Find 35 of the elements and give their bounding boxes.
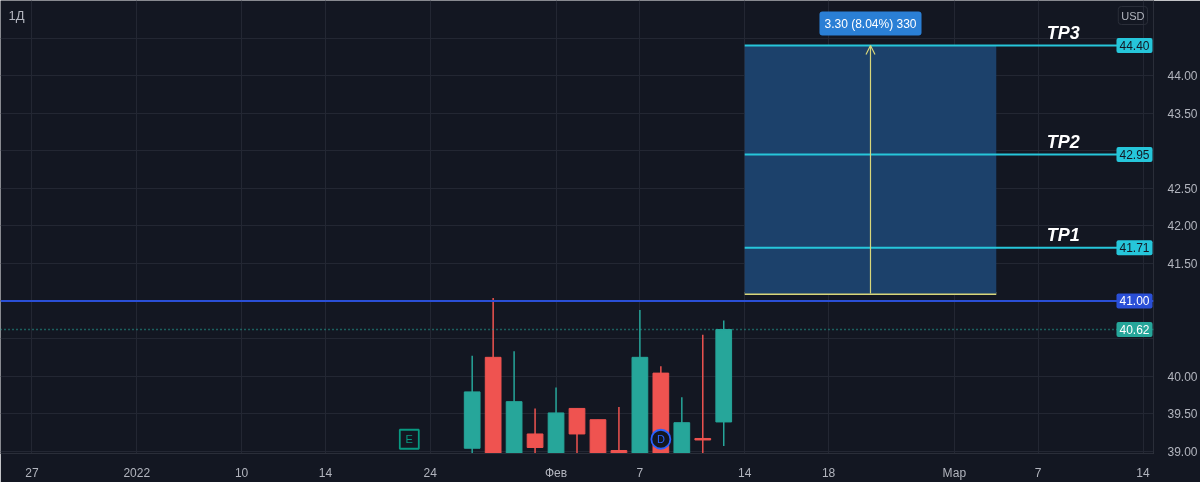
x-tick-label: 7 [636,465,644,480]
y-tick-label: 39.50 [1167,407,1198,422]
text: 1Д [8,7,25,23]
data-label: 42.95 [1119,148,1150,162]
x-tick-label: 14 [1136,465,1151,480]
data-label: E [405,433,413,446]
y-tick-label: 42.00 [1167,219,1198,234]
candlestick [526,407,544,454]
x-tick-label: Мар [942,465,967,480]
y-axis-title: USD [1121,9,1145,22]
ref-line-label: 40.62 [1119,323,1150,338]
series-label: TP1 [1046,224,1080,245]
x-tick-label: 10 [234,465,249,480]
y-tick-label: 39.00 [1167,444,1198,459]
y-tick-label: 44.00 [1167,69,1198,84]
x-tick-label: 7 [1034,465,1042,480]
x-tick-label: Фев [544,465,568,480]
ref-line-label: 41.00 [1119,294,1150,309]
y-tick-label: 43.50 [1167,106,1198,121]
data-label: D [656,433,665,446]
series-label: TP2 [1046,131,1080,152]
x-tick-label: 27 [25,465,39,480]
data-label: 44.40 [1119,39,1150,54]
y-tick-label: 41.50 [1167,256,1198,271]
candlestick [694,334,712,454]
y-tick-label: 40.00 [1167,369,1198,384]
annotation: 3.30 (8.04%) 330 [824,16,917,31]
series-label: TP3 [1046,22,1080,43]
x-tick-label: 18 [821,465,836,480]
x-tick-label: 14 [318,465,333,480]
data-label: 41.71 [1119,241,1150,256]
x-tick-label: 14 [738,465,752,480]
x-tick-label: 24 [423,465,438,480]
x-tick-label: 2022 [123,465,151,480]
y-tick-label: 42.50 [1167,181,1198,196]
